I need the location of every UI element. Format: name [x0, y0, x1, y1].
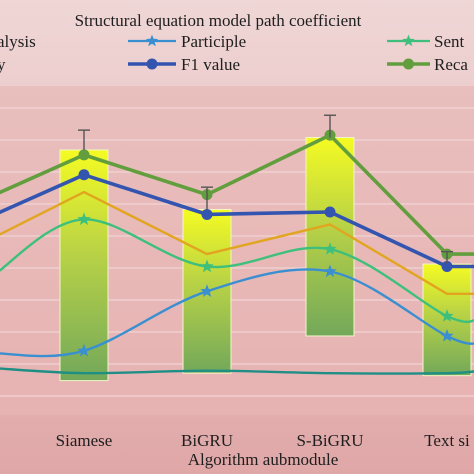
legend-label-3: y [0, 55, 6, 74]
legend-item-1: Participle [128, 32, 246, 51]
legend-label-5: Reca [434, 55, 468, 74]
legend-label-4: F1 value [181, 55, 240, 74]
point-2-0 [77, 212, 91, 226]
error-bar-0 [78, 129, 90, 150]
series-line-0 [0, 367, 474, 375]
legend: alysis Participle Sent y F1 value Reca [0, 32, 468, 74]
bar-3 [422, 263, 472, 377]
point-1-2 [323, 264, 337, 278]
legend-item-0: alysis [0, 32, 36, 51]
legend-item-3: y [0, 55, 6, 74]
error-bar-2 [324, 114, 336, 138]
x-axis-label: Algorithm aubmodule [188, 450, 339, 469]
legend-item-5: Reca [387, 55, 468, 74]
error-bar-1 [201, 186, 213, 210]
legend-marker-1 [145, 34, 159, 47]
series-1 [0, 264, 474, 358]
bar-2 [305, 137, 355, 337]
legend-label-1: Participle [181, 32, 246, 51]
series-3 [0, 190, 474, 295]
point-1-0 [77, 343, 91, 357]
x-axis-tick-labels: Siamese BiGRU S-BiGRU Text si [56, 431, 470, 450]
legend-item-4: F1 value [128, 55, 240, 74]
series-4 [0, 169, 474, 273]
point-1-3 [440, 329, 454, 342]
x-tick-label-0: Siamese [56, 431, 113, 450]
series-0 [0, 367, 474, 375]
x-tick-label-3: Text si [424, 431, 470, 450]
legend-marker-2 [402, 34, 415, 47]
point-4-1 [201, 208, 213, 220]
x-tick-label-2: S-BiGRU [296, 431, 363, 450]
bar-0 [59, 149, 109, 382]
series-layer [0, 129, 474, 375]
point-2-2 [323, 242, 337, 255]
point-4-0 [78, 169, 90, 181]
legend-label-2: Sent [434, 32, 465, 51]
legend-marker-4 [146, 58, 158, 70]
error-bars-layer [78, 114, 453, 265]
point-4-3 [441, 261, 453, 273]
legend-label-0: alysis [0, 32, 36, 51]
series-2 [0, 212, 474, 324]
error-bar-3 [441, 250, 453, 265]
legend-marker-5 [403, 58, 414, 70]
point-2-1 [200, 259, 214, 273]
point-5-0 [78, 149, 90, 161]
point-4-2 [324, 206, 336, 218]
point-1-1 [200, 284, 214, 297]
chart-title: Structural equation model path coefficie… [75, 11, 362, 30]
series-line-3 [0, 190, 474, 295]
legend-item-2: Sent [387, 32, 465, 51]
point-2-3 [440, 309, 454, 322]
x-tick-label-1: BiGRU [181, 431, 233, 450]
